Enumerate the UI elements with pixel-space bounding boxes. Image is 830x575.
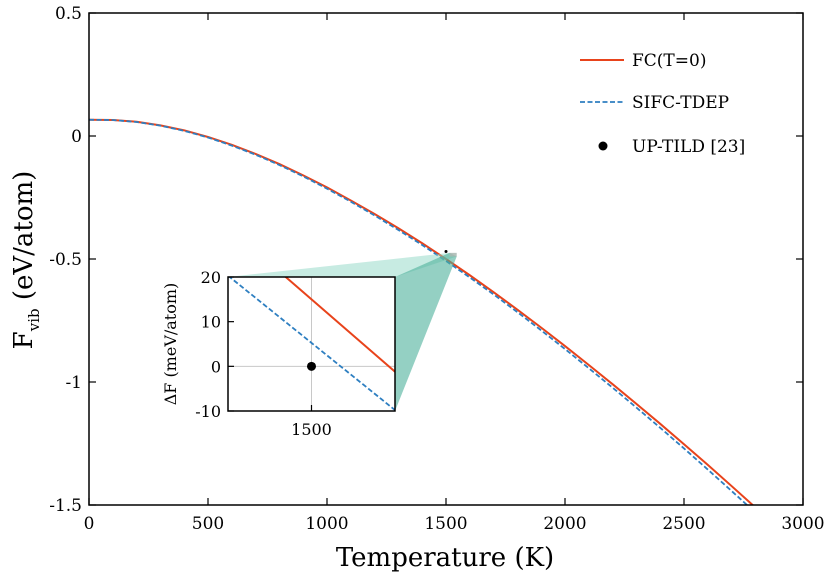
y-tick-label: 0.5 xyxy=(55,4,82,24)
y-tick-label: 0 xyxy=(71,127,82,147)
y-axis-title: Fvib (eV/atom) xyxy=(9,171,43,350)
series-line-fc-t0 xyxy=(89,118,755,505)
legend-label-up-tild: UP-TILD [23] xyxy=(632,137,745,157)
data-points xyxy=(307,250,448,371)
main-plot-frame xyxy=(88,12,804,506)
inset-frame xyxy=(227,276,396,412)
series-line-sifc-tdep xyxy=(89,118,749,505)
x-axis-title: Temperature (K) xyxy=(336,543,554,573)
legend-label-sifc-tdep: SIFC-TDEP xyxy=(632,93,729,113)
inset-y-tick-label: -10 xyxy=(195,402,221,421)
y-tick-label: -1.5 xyxy=(49,496,82,516)
inset-line-sifc-tdep xyxy=(228,277,395,411)
inset-connector-top xyxy=(228,252,457,277)
legend: FC(T=0) SIFC-TDEP UP-TILD [23] xyxy=(580,51,745,157)
main-axis-ticks: 0 500 1000 1500 2000 2500 3000 -1.5 -1 -0.5 0 0.5 xyxy=(49,4,824,534)
y-axis-title-sub: vib xyxy=(25,308,43,332)
x-tick-label: 1000 xyxy=(305,514,348,534)
zoom-region-marker xyxy=(449,252,457,257)
inset-plot: 1500 -10 0 10 20 ΔF (meV/atom) xyxy=(161,268,396,439)
inset-x-tick-label: 1500 xyxy=(291,420,332,439)
y-axis-title-main: F xyxy=(9,331,39,349)
legend-label-fc-t0: FC(T=0) xyxy=(632,51,706,71)
inset-connector-right xyxy=(395,252,457,411)
legend-swatch-up-tild xyxy=(598,141,608,151)
inset-y-tick-label: 10 xyxy=(201,313,221,332)
x-tick-label: 2500 xyxy=(662,514,705,534)
x-tick-label: 1500 xyxy=(424,514,467,534)
inset-line-fc-t0 xyxy=(284,277,395,373)
x-tick-label: 3000 xyxy=(781,514,824,534)
x-tick-label: 500 xyxy=(192,514,224,534)
inset-y-tick-label: 20 xyxy=(201,268,221,287)
inset-y-axis-title: ΔF (meV/atom) xyxy=(161,283,180,406)
point-up-tild-23 xyxy=(444,250,448,254)
y-tick-label: -0.5 xyxy=(49,250,82,270)
inset-point-up-tild-23 xyxy=(307,361,316,371)
inset-y-tick-label: 0 xyxy=(211,357,221,376)
y-tick-label: -1 xyxy=(65,373,82,393)
y-axis-title-unit: (eV/atom) xyxy=(9,171,39,309)
x-tick-label: 2000 xyxy=(543,514,586,534)
x-tick-label: 0 xyxy=(84,514,95,534)
